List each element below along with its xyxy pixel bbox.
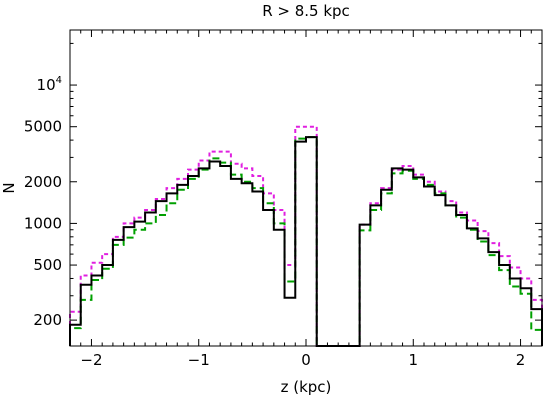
y-tick-label: 2000 bbox=[24, 173, 62, 191]
x-tick-label: 1 bbox=[408, 351, 418, 369]
x-tick-label: −2 bbox=[80, 351, 102, 369]
series-layer bbox=[69, 125, 543, 347]
y-tick-label: 1000 bbox=[24, 214, 62, 232]
x-tick-label: 2 bbox=[516, 351, 526, 369]
y-tick-label: 5000 bbox=[24, 118, 62, 136]
y-tick-label: 500 bbox=[33, 256, 62, 274]
series-step-line-1 bbox=[69, 136, 543, 347]
y-axis-label: N bbox=[0, 182, 18, 193]
x-axis-label: z (kpc) bbox=[281, 378, 332, 396]
y-tick-label: 200 bbox=[33, 311, 62, 329]
x-tick-label: 0 bbox=[301, 351, 311, 369]
x-axis-ticks: −2 −1 0 1 2 bbox=[69, 30, 543, 369]
chart-title: R > 8.5 kpc bbox=[262, 2, 350, 20]
x-tick-label: −1 bbox=[188, 351, 210, 369]
